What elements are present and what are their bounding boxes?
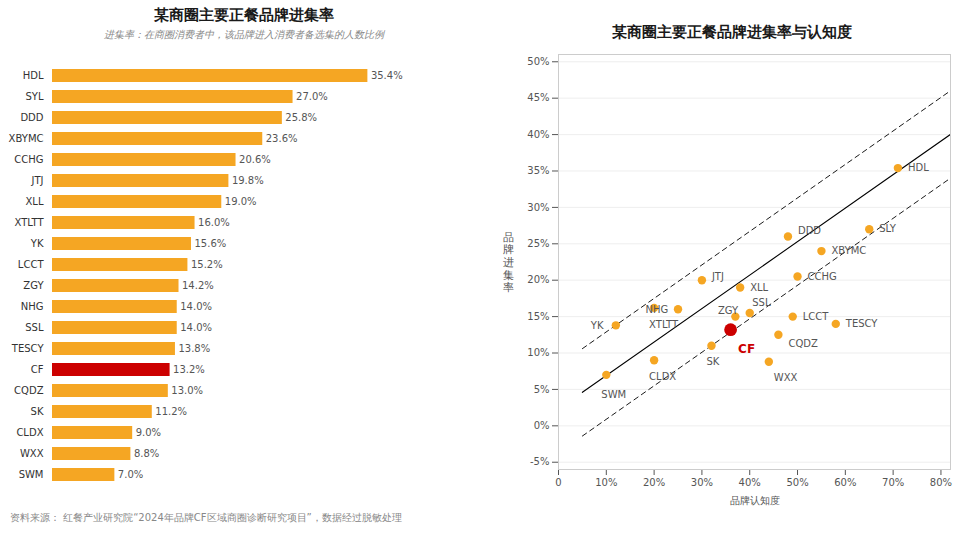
svg-text:50%: 50%: [527, 56, 549, 67]
svg-text:LCCT: LCCT: [18, 259, 45, 270]
svg-text:SSL: SSL: [25, 322, 44, 333]
svg-text:15.2%: 15.2%: [191, 259, 223, 270]
svg-text:30%: 30%: [527, 202, 549, 213]
svg-text:10%: 10%: [527, 347, 549, 358]
html-text:进集率：在商圈消费者中，该品牌进入消费者备选集的人数比例: 进集率：在商圈消费者中，该品牌进入消费者备选集的人数比例: [104, 29, 384, 40]
svg-text:SWM: SWM: [19, 469, 44, 480]
svg-text:ZGY: ZGY: [718, 305, 739, 316]
svg-text:5%: 5%: [534, 384, 550, 395]
svg-text:JTJ: JTJ: [30, 175, 43, 186]
svg-text:25.8%: 25.8%: [285, 112, 317, 123]
svg-text:NHG: NHG: [646, 304, 669, 315]
svg-text:CQDZ: CQDZ: [788, 338, 818, 349]
svg-text:XBYMC: XBYMC: [831, 245, 866, 256]
svg-text:15%: 15%: [527, 311, 549, 322]
svg-text:10%: 10%: [595, 477, 617, 488]
svg-text:品牌进集率: 品牌进集率: [503, 231, 514, 295]
svg-text:SYL: SYL: [25, 91, 43, 102]
svg-text:DDD: DDD: [20, 112, 43, 123]
svg-text:SK: SK: [31, 406, 44, 417]
svg-text:XTLTT: XTLTT: [14, 217, 44, 228]
svg-text:40%: 40%: [739, 477, 761, 488]
svg-text:13.8%: 13.8%: [178, 343, 210, 354]
svg-text:27.0%: 27.0%: [296, 91, 328, 102]
svg-text:7.0%: 7.0%: [118, 469, 143, 480]
svg-text:CCHG: CCHG: [808, 271, 837, 282]
svg-text:11.2%: 11.2%: [155, 406, 187, 417]
html-text:某商圈主要正餐品牌进集率: 某商圈主要正餐品牌进集率: [154, 6, 334, 24]
svg-text:0%: 0%: [534, 420, 550, 431]
svg-text:19.8%: 19.8%: [232, 175, 264, 186]
svg-text:NHG: NHG: [21, 301, 44, 312]
svg-text:9.0%: 9.0%: [136, 427, 161, 438]
svg-text:35.4%: 35.4%: [371, 70, 403, 81]
svg-text:15.6%: 15.6%: [194, 238, 226, 249]
svg-text:WXX: WXX: [774, 372, 798, 383]
svg-text:13.2%: 13.2%: [173, 364, 205, 375]
svg-text:50%: 50%: [786, 477, 808, 488]
svg-text:40%: 40%: [527, 129, 549, 140]
svg-text:CLDX: CLDX: [16, 427, 43, 438]
svg-text:CLDX: CLDX: [649, 371, 676, 382]
svg-text:品牌认知度: 品牌认知度: [730, 495, 780, 506]
svg-text:YK: YK: [590, 320, 604, 331]
svg-text:TESCY: TESCY: [11, 343, 45, 354]
svg-text:14.2%: 14.2%: [182, 280, 214, 291]
svg-text:SK: SK: [706, 356, 719, 367]
svg-text:25%: 25%: [527, 238, 549, 249]
svg-text:60%: 60%: [834, 477, 856, 488]
svg-text:CF: CF: [738, 342, 755, 356]
svg-text:13.0%: 13.0%: [171, 385, 203, 396]
svg-text:20%: 20%: [643, 477, 665, 488]
svg-text:19.0%: 19.0%: [225, 196, 257, 207]
svg-text:ZGY: ZGY: [23, 280, 44, 291]
svg-text:LCCT: LCCT: [803, 311, 830, 322]
svg-text:YK: YK: [30, 238, 44, 249]
svg-text:0: 0: [555, 477, 561, 488]
svg-text:16.0%: 16.0%: [198, 217, 230, 228]
svg-text:14.0%: 14.0%: [180, 322, 212, 333]
svg-text:TESCY: TESCY: [845, 318, 879, 329]
svg-text:80%: 80%: [930, 477, 952, 488]
svg-text:CF: CF: [31, 364, 44, 375]
svg-text:XLL: XLL: [26, 196, 44, 207]
svg-text:35%: 35%: [527, 165, 549, 176]
svg-text:DDD: DDD: [798, 225, 821, 236]
svg-text:XLL: XLL: [750, 282, 768, 293]
svg-text:HDL: HDL: [23, 70, 44, 81]
svg-text:30%: 30%: [691, 477, 713, 488]
html-text:资料来源： 红餐产业研究院“2024年品牌CF区域商圈诊断研: 资料来源： 红餐产业研究院“2024年品牌CF区域商圈诊断研究项目”，数据经过脱…: [10, 512, 402, 523]
svg-text:SWM: SWM: [601, 389, 626, 400]
svg-text:20%: 20%: [527, 274, 549, 285]
svg-text:14.0%: 14.0%: [180, 301, 212, 312]
svg-text:WXX: WXX: [20, 448, 44, 459]
svg-text:CCHG: CCHG: [14, 154, 43, 165]
svg-text:CQDZ: CQDZ: [14, 385, 44, 396]
html-text:某商圈主要正餐品牌进集率与认知度: 某商圈主要正餐品牌进集率与认知度: [612, 23, 852, 41]
svg-text:-5%: -5%: [530, 456, 549, 467]
svg-text:HDL: HDL: [908, 162, 929, 173]
svg-text:SSL: SSL: [752, 297, 771, 308]
svg-text:XTLTT: XTLTT: [649, 319, 679, 330]
svg-text:XBYMC: XBYMC: [9, 133, 44, 144]
svg-text:8.8%: 8.8%: [134, 448, 159, 459]
svg-text:45%: 45%: [527, 92, 549, 103]
svg-text:20.6%: 20.6%: [239, 154, 271, 165]
svg-text:JTJ: JTJ: [711, 271, 724, 282]
svg-text:SLY: SLY: [879, 223, 897, 234]
svg-text:70%: 70%: [882, 477, 904, 488]
svg-text:23.6%: 23.6%: [266, 133, 298, 144]
